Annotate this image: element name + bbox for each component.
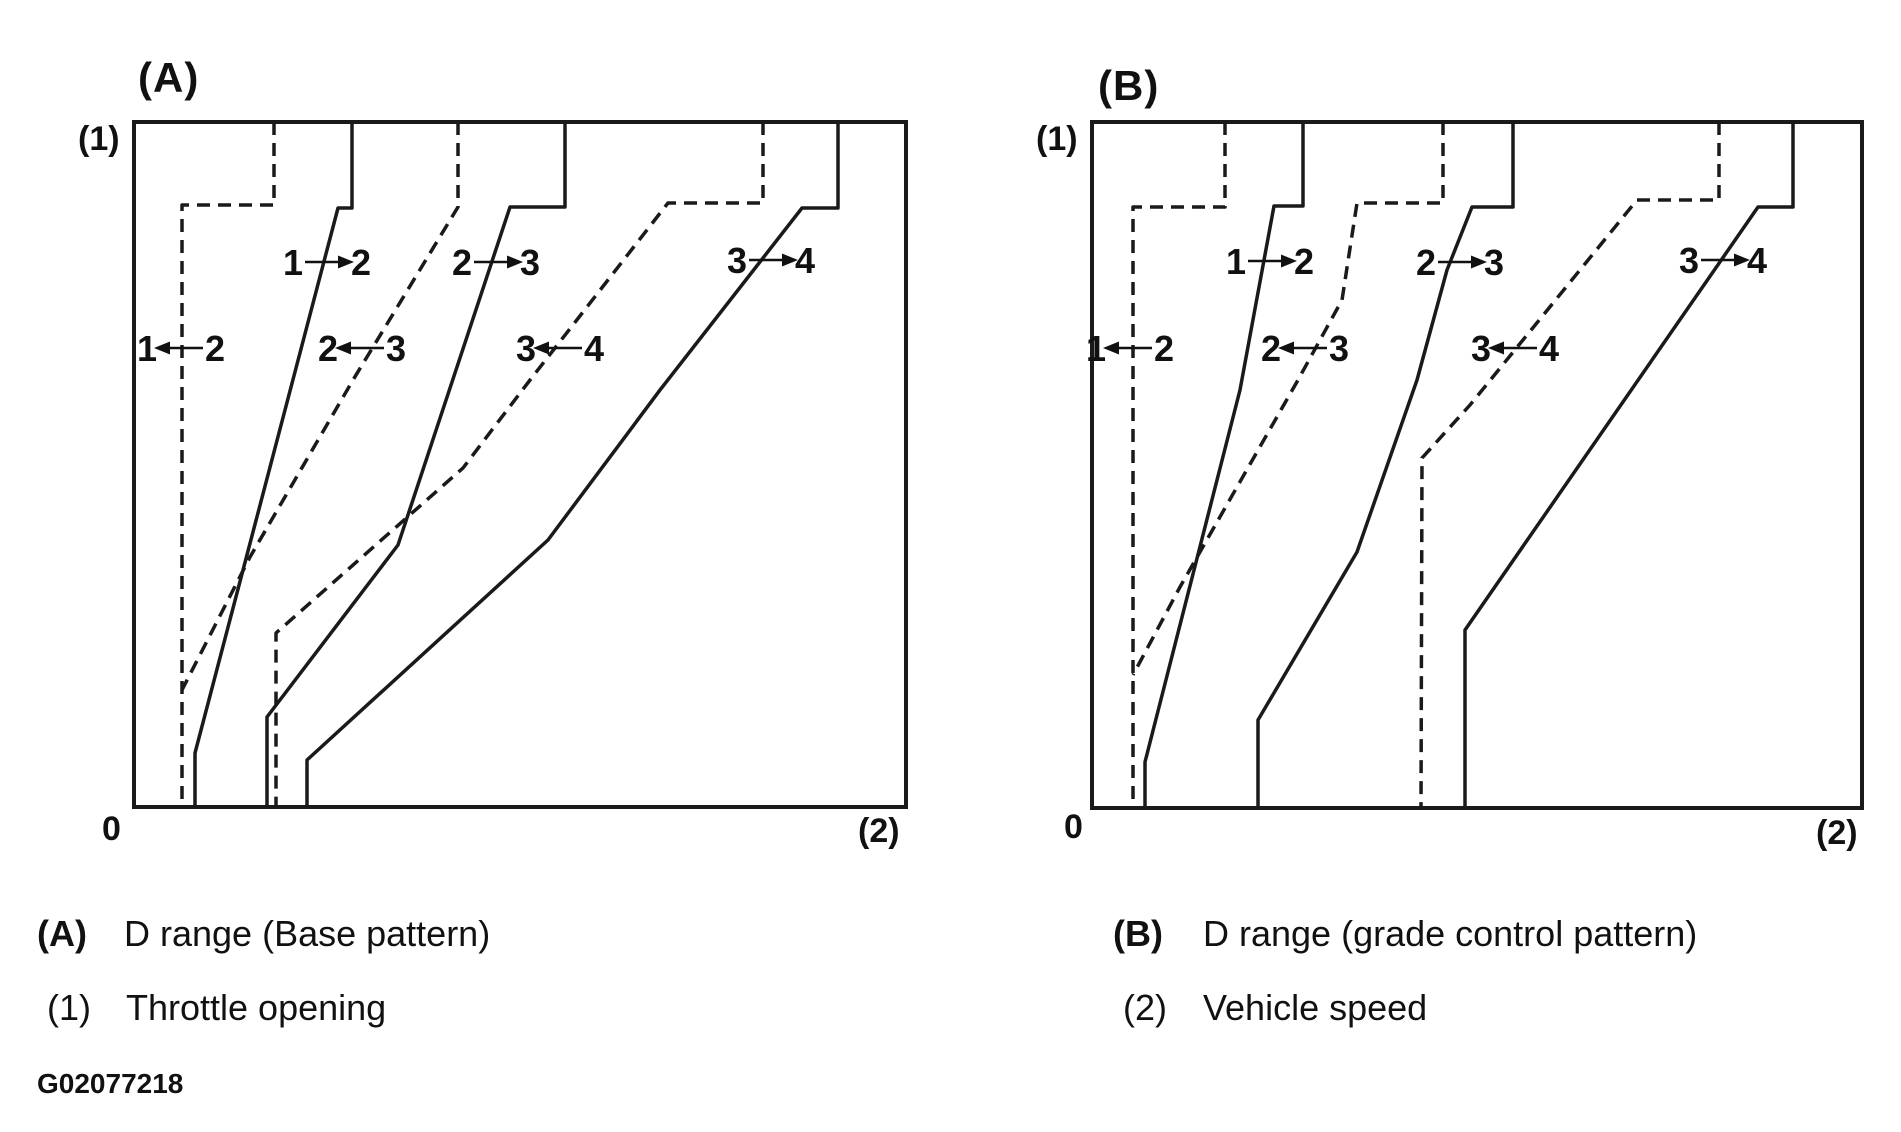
series-up-2-3 — [265, 122, 567, 807]
right-arrow-head-icon — [338, 255, 354, 269]
gear-number: 1 — [283, 242, 303, 283]
left-arrow-head-icon — [335, 341, 351, 355]
left-arrow-head-icon — [1278, 341, 1294, 355]
gear-number: 1 — [137, 328, 157, 369]
gear-number: 1 — [1226, 241, 1246, 282]
gear-number: 3 — [520, 242, 540, 283]
gear-number: 2 — [351, 242, 371, 283]
gear-number: 4 — [1539, 328, 1559, 369]
gear-number: 3 — [1679, 240, 1699, 281]
gear-number: 2 — [205, 328, 225, 369]
figure-id: G02077218 — [37, 1068, 184, 1099]
gear-number: 2 — [1294, 241, 1314, 282]
caption-throttle-text: Throttle opening — [126, 987, 387, 1028]
series-up-3-4 — [305, 122, 840, 807]
gear-number: 3 — [386, 328, 406, 369]
caption-b-text: D range (grade control pattern) — [1203, 913, 1698, 954]
right-arrow-head-icon — [1734, 253, 1750, 267]
caption-speed-text: Vehicle speed — [1203, 987, 1428, 1028]
chart-a-x-axis-label: (2) — [858, 812, 900, 850]
left-arrow-head-icon — [1103, 341, 1119, 355]
chart-a-title: (A) — [138, 54, 200, 101]
gear-number: 4 — [1747, 240, 1767, 281]
series-up-1-2 — [193, 122, 354, 807]
caption-a-key: (A) — [37, 913, 87, 954]
caption-speed-key: (2) — [1123, 987, 1167, 1028]
right-arrow-head-icon — [1471, 255, 1487, 269]
chart-b-x-axis-label: (2) — [1816, 814, 1858, 852]
gear-number: 4 — [795, 240, 815, 281]
gear-number: 3 — [1329, 328, 1349, 369]
chart-b-origin-label: 0 — [1064, 808, 1083, 846]
series-up-2-3 — [1256, 122, 1515, 808]
caption-a-text: D range (Base pattern) — [124, 913, 491, 954]
series-up-1-2 — [1143, 122, 1305, 808]
series-down-3-4 — [274, 122, 765, 807]
gear-number: 2 — [1416, 242, 1436, 283]
chart-b-title: (B) — [1098, 62, 1160, 109]
right-arrow-head-icon — [1281, 254, 1297, 268]
series-down-1-2 — [180, 122, 276, 807]
plot-border — [1090, 120, 1864, 810]
right-arrow-head-icon — [507, 255, 523, 269]
caption-throttle-key: (1) — [47, 987, 91, 1028]
chart-a-plot-area: 1 2 2 3 3 41 2 2 3 3 4 — [132, 120, 908, 809]
chart-a-y-axis-label: (1) — [78, 120, 120, 158]
left-arrow-head-icon — [533, 341, 549, 355]
chart-a-origin-label: 0 — [102, 810, 121, 848]
gear-number: 3 — [1471, 328, 1491, 369]
gear-number: 3 — [727, 240, 747, 281]
series-down-2-3 — [1131, 122, 1445, 676]
series-down-2-3 — [180, 122, 460, 691]
chart-b-y-axis-label: (1) — [1036, 120, 1078, 158]
left-arrow-head-icon — [1488, 341, 1504, 355]
gear-number: 2 — [1154, 328, 1174, 369]
series-down-1-2 — [1131, 122, 1227, 808]
gear-number: 3 — [1484, 242, 1504, 283]
gear-number: 1 — [1086, 328, 1106, 369]
right-arrow-head-icon — [782, 253, 798, 267]
series-down-3-4 — [1419, 122, 1721, 809]
gear-number: 3 — [516, 328, 536, 369]
gear-number: 2 — [452, 242, 472, 283]
gear-number: 4 — [584, 328, 604, 369]
gear-number: 2 — [318, 328, 338, 369]
series-up-3-4 — [1463, 122, 1795, 808]
left-arrow-head-icon — [154, 341, 170, 355]
chart-b-plot-area: 1 2 2 3 3 41 2 2 3 3 4 — [1086, 120, 1864, 810]
caption-b-key: (B) — [1113, 913, 1163, 954]
gear-number: 2 — [1261, 328, 1281, 369]
plot-border — [132, 120, 908, 809]
